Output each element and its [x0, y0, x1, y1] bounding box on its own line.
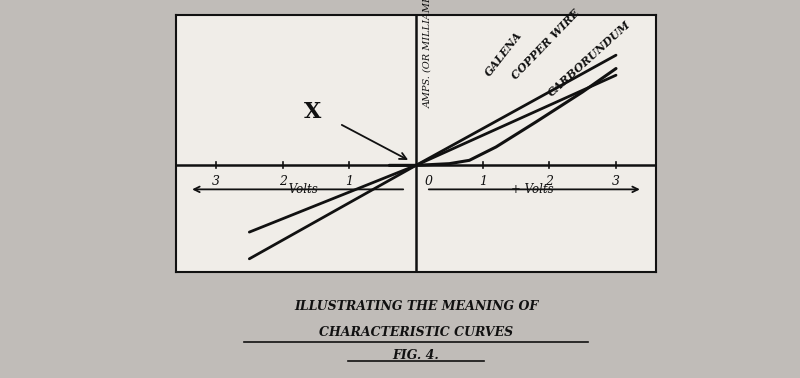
- Text: ILLUSTRATING THE MEANING OF: ILLUSTRATING THE MEANING OF: [294, 300, 538, 313]
- Text: 2: 2: [546, 175, 554, 188]
- Text: 1: 1: [346, 175, 354, 188]
- Text: - Volts: - Volts: [281, 183, 318, 196]
- Text: AMPS. (OR MILLIAMPS.): AMPS. (OR MILLIAMPS.): [423, 0, 433, 108]
- Text: FIG. 4.: FIG. 4.: [393, 349, 439, 362]
- Text: 3: 3: [212, 175, 220, 188]
- Text: + Volts: + Volts: [511, 183, 554, 196]
- Text: 2: 2: [278, 175, 286, 188]
- Text: 0: 0: [425, 175, 433, 188]
- Text: COPPER WIRE: COPPER WIRE: [510, 8, 582, 82]
- Text: CARBORUNDUM: CARBORUNDUM: [546, 19, 633, 99]
- Text: 1: 1: [478, 175, 486, 188]
- Text: GALENA: GALENA: [482, 30, 524, 79]
- Text: CHARACTERISTIC CURVES: CHARACTERISTIC CURVES: [319, 326, 513, 339]
- Text: 3: 3: [612, 175, 620, 188]
- Text: X: X: [304, 101, 322, 123]
